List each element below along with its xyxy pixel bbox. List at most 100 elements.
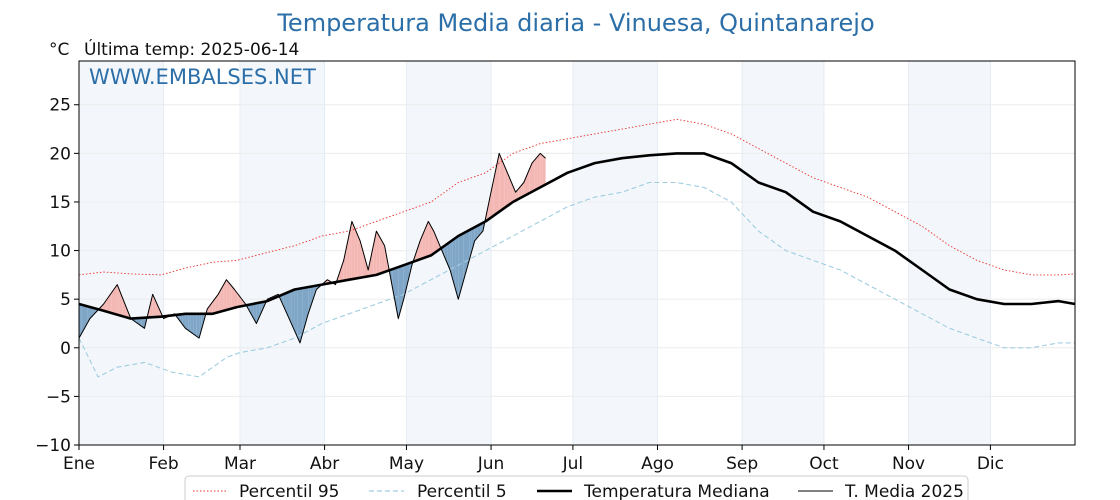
- x-tick-label: Jun: [477, 454, 505, 474]
- legend-label-media2025: T. Media 2025: [844, 482, 964, 500]
- series-line-1: [78, 181, 1075, 378]
- above-median-fill: [215, 294, 219, 313]
- above-median-fill: [207, 305, 210, 314]
- watermark: WWW.EMBALSES.NET: [89, 65, 316, 89]
- y-tick-label: −10: [35, 436, 71, 456]
- y-tick-label: 0: [60, 339, 71, 359]
- above-median-fill: [379, 236, 382, 274]
- below-median-fill: [182, 313, 186, 329]
- y-axis-ticks: −10 −5 0 5 10 15 20 25: [35, 96, 79, 456]
- above-median-fill: [229, 283, 232, 310]
- below-median-fill: [452, 237, 456, 290]
- above-median-fill: [529, 163, 532, 194]
- below-median-fill: [458, 234, 461, 300]
- above-median-fill: [384, 245, 388, 272]
- below-median-fill: [455, 236, 459, 300]
- month-band: [908, 61, 991, 445]
- month-band: [572, 61, 658, 445]
- below-median-fill: [79, 304, 82, 339]
- legend-label-p95: Percentil 95: [239, 482, 339, 500]
- below-median-fill: [185, 313, 189, 331]
- above-median-fill: [240, 296, 243, 307]
- x-tick-label: Ago: [641, 454, 674, 474]
- below-median-fill: [196, 313, 200, 339]
- above-median-fill: [540, 153, 543, 188]
- above-median-fill: [534, 156, 538, 191]
- x-tick-label: Feb: [149, 454, 179, 474]
- above-median-fill: [360, 240, 363, 278]
- above-median-fill: [417, 240, 421, 261]
- y-tick-label: 5: [60, 290, 71, 310]
- y-tick-label: 20: [49, 144, 71, 164]
- below-median-fill: [401, 265, 404, 309]
- below-median-fill: [302, 287, 306, 334]
- above-median-fill: [518, 185, 522, 199]
- series-line-2: [78, 152, 1076, 320]
- legend-label-mediana: Temperatura Mediana: [583, 482, 770, 500]
- above-median-fill: [341, 260, 344, 282]
- x-tick-label: May: [389, 454, 424, 474]
- above-median-fill: [488, 192, 491, 220]
- above-median-fill: [106, 296, 109, 313]
- above-median-fill: [349, 221, 352, 280]
- series-lines: [78, 118, 1076, 378]
- below-median-fill: [477, 224, 481, 238]
- above-median-fill: [226, 279, 230, 310]
- below-median-fill: [286, 291, 290, 319]
- above-median-fill: [510, 179, 513, 204]
- legend-label-p5: Percentil 5: [417, 482, 507, 500]
- above-median-fill: [422, 227, 426, 259]
- above-median-fill: [351, 221, 355, 280]
- y-tick-label: 15: [49, 193, 71, 213]
- below-median-fill: [300, 288, 303, 343]
- x-tick-label: Nov: [892, 454, 925, 474]
- x-tick-label: Sep: [726, 454, 758, 474]
- below-median-fill: [294, 289, 298, 337]
- above-median-fill: [493, 166, 497, 216]
- below-median-fill: [84, 305, 88, 329]
- above-median-fill: [114, 284, 118, 315]
- above-median-fill: [428, 221, 431, 257]
- above-median-fill: [532, 159, 535, 192]
- x-tick-label: Abr: [310, 454, 339, 474]
- above-median-fill: [431, 226, 434, 256]
- above-median-fill: [420, 234, 423, 260]
- above-median-fill: [507, 172, 511, 206]
- below-median-fill: [280, 294, 284, 307]
- above-median-fill: [504, 166, 508, 208]
- y-tick-label: 10: [49, 242, 71, 262]
- series-line-0: [78, 118, 1076, 276]
- x-axis-ticks: Ene Feb Mar Abr May Jun Jul Ago Sep Oct Nov Dic: [63, 445, 1004, 474]
- anomaly-fills: [79, 153, 546, 343]
- month-band: [79, 61, 164, 445]
- above-median-fill: [109, 292, 112, 314]
- above-median-fill: [491, 179, 494, 218]
- plot-frame: [78, 60, 1076, 446]
- x-tick-label: Mar: [224, 454, 256, 474]
- above-median-fill: [499, 153, 502, 212]
- above-median-fill: [376, 231, 380, 275]
- above-median-fill: [436, 237, 440, 252]
- below-median-fill: [406, 263, 410, 288]
- last-temp-label: Última temp: 2025-06-14: [84, 38, 299, 60]
- x-tick-label: Dic: [977, 454, 1004, 474]
- above-median-fill: [343, 247, 347, 281]
- above-median-fill: [125, 305, 129, 318]
- above-median-fill: [502, 159, 505, 210]
- below-median-fill: [297, 288, 300, 343]
- above-median-fill: [122, 298, 126, 318]
- above-median-fill: [496, 153, 500, 214]
- y-tick-label: −5: [46, 387, 71, 407]
- month-band: [742, 61, 824, 445]
- above-median-fill: [212, 298, 216, 314]
- below-median-fill: [190, 313, 194, 335]
- above-median-fill: [149, 294, 153, 318]
- below-median-fill: [392, 268, 396, 304]
- x-tick-label: Oct: [809, 454, 839, 474]
- above-median-fill: [537, 153, 541, 189]
- above-median-fill: [362, 250, 366, 278]
- above-median-fill: [354, 227, 358, 279]
- legend: Percentil 95 Percentil 5 Temperatura Med…: [184, 475, 969, 500]
- above-median-fill: [542, 155, 546, 186]
- above-median-fill: [357, 234, 361, 279]
